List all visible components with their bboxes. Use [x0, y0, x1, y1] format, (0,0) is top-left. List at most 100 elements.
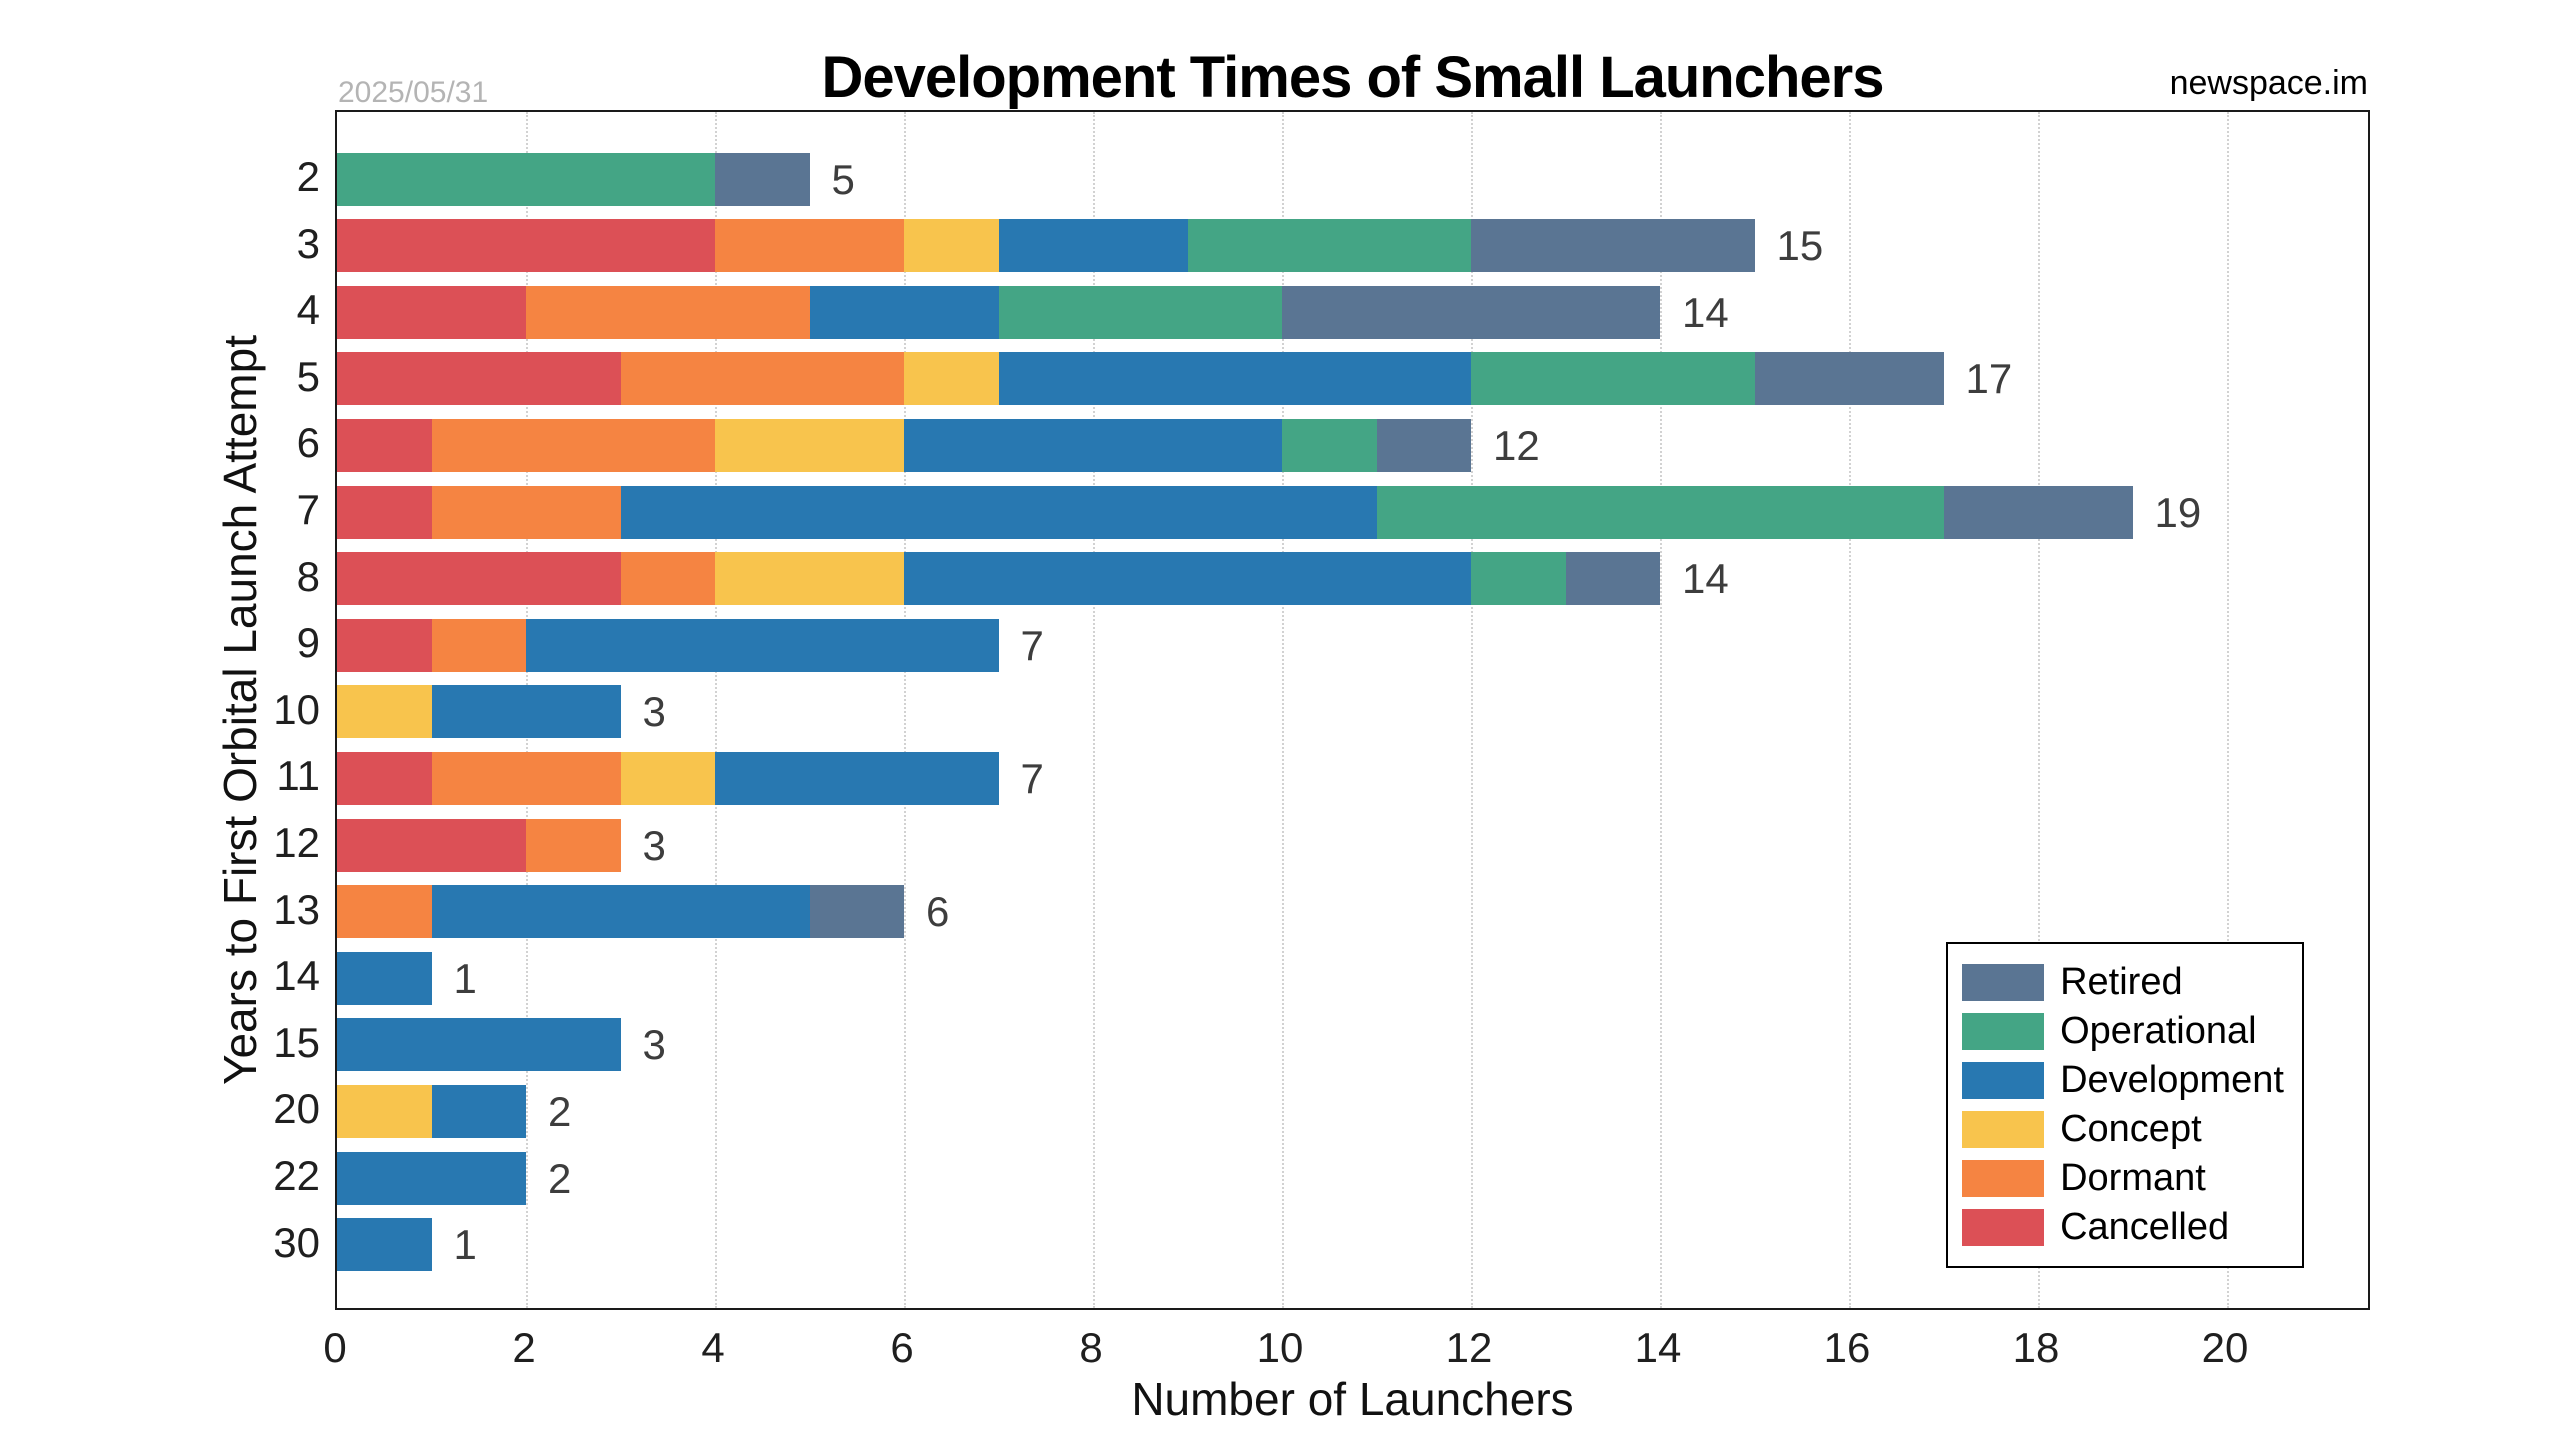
bar-row-30 [337, 1218, 432, 1272]
bar-row-9 [337, 618, 999, 672]
legend-label-retired: Retired [2060, 961, 2183, 1003]
segment-development-13 [431, 885, 810, 939]
segment-cancelled-9 [337, 618, 432, 672]
y-tick-label-6: 6 [296, 419, 320, 467]
y-tick-label-2: 2 [296, 153, 320, 200]
x-tick-label-16: 16 [1823, 1324, 1871, 1371]
bar-total-label-9: 7 [1020, 621, 1044, 669]
segment-concept-10 [337, 685, 432, 739]
legend-label-dormant: Dormant [2060, 1157, 2206, 1199]
bar-row-13 [337, 885, 904, 939]
y-tick-label-15: 15 [273, 1018, 320, 1066]
y-tick-label-4: 4 [296, 286, 320, 334]
y-tick-label-10: 10 [273, 685, 320, 733]
segment-dormant-5 [620, 352, 904, 406]
x-tick-label-6: 6 [890, 1324, 914, 1371]
y-tick-label-5: 5 [296, 352, 320, 400]
bar-total-label-11: 7 [1020, 754, 1044, 802]
legend-box: Retired Operational Development Concept Dorm… [1946, 942, 2304, 1268]
bar-total-label-14: 1 [453, 954, 477, 1002]
x-axis-title: Number of Launchers [1131, 1373, 1574, 1425]
y-tick-label-7: 7 [296, 486, 320, 533]
bar-row-22 [337, 1151, 526, 1205]
segment-development-6 [904, 418, 1282, 472]
legend-swatch-retired [1962, 964, 2045, 1001]
segment-development-14 [337, 951, 432, 1005]
segment-operational-6 [1282, 418, 1377, 472]
watermark-text: newspace.im [2169, 64, 2368, 102]
bar-total-label-8: 14 [1682, 555, 1729, 603]
bar-row-4 [337, 285, 1660, 339]
bar-total-label-20: 2 [548, 1087, 572, 1135]
segment-dormant-9 [431, 618, 526, 672]
segment-retired-4 [1282, 285, 1660, 339]
x-tick-label-12: 12 [1445, 1324, 1493, 1371]
bar-total-label-15: 3 [642, 1021, 666, 1069]
segment-concept-20 [337, 1084, 432, 1138]
legend-row-concept: Concept [1962, 1105, 2284, 1154]
segment-dormant-13 [337, 885, 432, 939]
legend-label-development: Development [2060, 1059, 2284, 1101]
legend-row-dormant: Dormant [1962, 1154, 2284, 1203]
y-tick-label-12: 12 [273, 819, 320, 866]
bar-row-5 [337, 352, 1944, 406]
bar-row-20 [337, 1084, 526, 1138]
segment-dormant-3 [715, 219, 904, 273]
segment-development-15 [337, 1018, 621, 1072]
gridline-x-8 [1093, 112, 1095, 1308]
segment-retired-7 [1943, 485, 2133, 539]
segment-dormant-4 [526, 285, 810, 339]
bar-row-14 [337, 951, 432, 1005]
legend-row-operational: Operational [1962, 1007, 2284, 1056]
legend-swatch-dormant [1962, 1160, 2045, 1197]
segment-cancelled-3 [337, 219, 715, 273]
segment-development-4 [809, 285, 999, 339]
segment-concept-3 [904, 219, 999, 273]
segment-retired-6 [1376, 418, 1471, 472]
bar-total-label-22: 2 [548, 1154, 572, 1202]
segment-dormant-11 [431, 751, 621, 805]
y-tick-label-9: 9 [296, 619, 320, 667]
legend-row-cancelled: Cancelled [1962, 1203, 2284, 1252]
segment-dormant-12 [526, 818, 621, 872]
x-tick-label-20: 20 [2201, 1324, 2249, 1371]
segment-cancelled-11 [337, 751, 432, 805]
y-tick-label-14: 14 [273, 952, 320, 1000]
bar-row-6 [337, 418, 1471, 472]
legend-swatch-cancelled [1962, 1209, 2045, 1246]
segment-development-10 [431, 685, 621, 739]
bar-row-10 [337, 685, 621, 739]
legend-label-operational: Operational [2060, 1010, 2257, 1052]
segment-retired-2 [715, 152, 810, 206]
y-tick-label-22: 22 [273, 1152, 320, 1199]
gridline-x-18 [2038, 112, 2040, 1308]
legend-label-concept: Concept [2060, 1108, 2202, 1150]
segment-operational-5 [1471, 352, 1755, 406]
x-tick-label-18: 18 [2012, 1324, 2060, 1371]
segment-retired-13 [809, 885, 904, 939]
bar-total-label-30: 1 [453, 1221, 477, 1269]
gridline-x-20 [2227, 112, 2229, 1308]
bar-total-label-2: 5 [831, 155, 855, 203]
segment-cancelled-5 [337, 352, 621, 406]
legend-row-retired: Retired [1962, 958, 2284, 1007]
legend-swatch-operational [1962, 1013, 2045, 1050]
bar-total-label-10: 3 [642, 688, 666, 736]
legend-label-cancelled: Cancelled [2060, 1206, 2230, 1248]
x-tick-label-0: 0 [323, 1324, 347, 1371]
bar-row-3 [337, 219, 1755, 273]
bar-row-7 [337, 485, 2133, 539]
segment-operational-4 [998, 285, 1282, 339]
bar-row-8 [337, 552, 1660, 606]
x-tick-label-4: 4 [701, 1324, 725, 1371]
gridline-x-16 [1849, 112, 1851, 1308]
segment-cancelled-6 [337, 418, 432, 472]
segment-development-7 [620, 485, 1377, 539]
segment-retired-8 [1565, 552, 1660, 606]
segment-dormant-7 [431, 485, 621, 539]
segment-retired-3 [1471, 219, 1755, 273]
bar-total-label-5: 17 [1965, 355, 2013, 403]
gridline-x-14 [1660, 112, 1662, 1308]
plot-area: 5 15 14 17 12 19 14 7 3 7 3 6 1 3 2 2 1 Retired Operation… [335, 110, 2370, 1310]
